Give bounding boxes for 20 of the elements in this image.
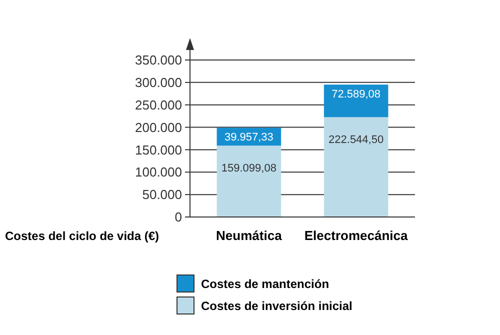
legend-label: Costes de inversión inicial — [201, 299, 352, 314]
y-tick-label: 300.000 — [135, 74, 182, 90]
y-tick-label: 350.000 — [135, 52, 182, 68]
legend-label: Costes de mantención — [201, 277, 330, 292]
y-tick-label: 150.000 — [135, 142, 182, 158]
x-tick-label: Electromecánica — [304, 228, 409, 243]
data-label: 222.544,50 — [328, 134, 384, 146]
x-axis-title: Costes del ciclo de vida (€) — [5, 229, 160, 243]
y-tick-label: 50.000 — [142, 187, 182, 202]
bar — [216, 146, 282, 217]
data-label: 39.957,33 — [224, 132, 274, 144]
y-tick-label: 200.000 — [135, 120, 182, 135]
data-label: 72.589,08 — [332, 88, 381, 101]
y-tick-label: 100.000 — [135, 164, 182, 180]
y-tick-label: 0 — [174, 210, 182, 225]
y-tick-label: 250.000 — [135, 97, 182, 112]
x-tick-label: Neumática — [216, 228, 283, 243]
data-label: 159.099,08 — [221, 162, 276, 175]
bar — [324, 117, 388, 217]
bar — [324, 84, 388, 118]
